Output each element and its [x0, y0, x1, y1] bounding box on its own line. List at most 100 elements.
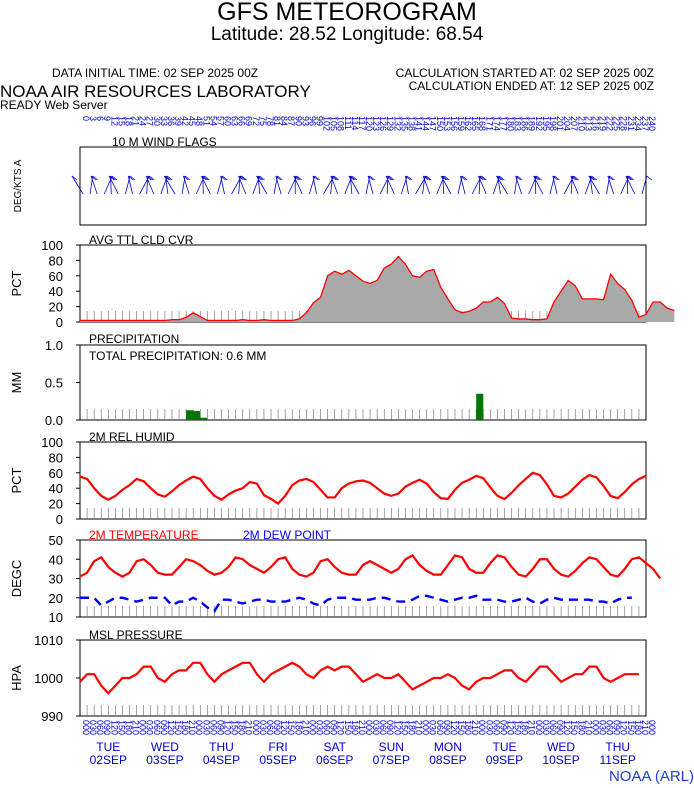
cloud-ytick-label: 20 [49, 300, 63, 315]
precip-bar [193, 411, 201, 420]
x-hour-label-bottom: 060 [491, 720, 501, 735]
wind-barb-flag [350, 175, 356, 181]
pressure-ytick-label: 1000 [34, 671, 63, 686]
wind-barb [422, 175, 431, 195]
day-weekday-label: MON [434, 740, 462, 754]
wind-barb-flag [609, 175, 615, 181]
day-date-label: 06SEP [316, 753, 353, 767]
day-weekday-label: TUE [96, 740, 120, 754]
wind-barb [90, 175, 98, 195]
wind-barb-flag [589, 175, 596, 181]
wind-barb-flag [588, 175, 595, 181]
x-hour-label-top: 222 [605, 116, 615, 131]
wind-barb [275, 175, 282, 195]
wind-barb-flag [256, 175, 262, 181]
x-hour-label-top: 132 [392, 116, 402, 131]
x-hour-label-top: 15 [116, 116, 126, 126]
calculation-ended: CALCULATION ENDED AT: 12 SEP 2025 00Z [408, 79, 654, 93]
dewpoint-legend: 2M DEW POINT [243, 528, 332, 542]
temp-ytick-label: 40 [49, 552, 63, 567]
wind-barb-flag [388, 175, 395, 181]
x-hour-label-top: 210 [576, 116, 586, 131]
wind-barb-flag [239, 175, 246, 181]
x-hour-label-bottom: 030 [371, 720, 381, 735]
x-hour-label-bottom: 030 [484, 720, 494, 735]
wind-barb [460, 175, 466, 195]
wind-barb [625, 175, 636, 195]
x-hour-label-top: 120 [364, 116, 374, 131]
x-hour-label-top: 204 [562, 116, 572, 131]
precip-bar [476, 393, 484, 420]
precip-bar [186, 410, 194, 420]
temp-ytick-label: 20 [49, 591, 63, 606]
wind-barb-flag [367, 175, 374, 181]
day-date-label: 08SEP [429, 753, 466, 767]
wind-barb-flag [405, 175, 411, 181]
cloud-area [80, 256, 675, 322]
wind-barb [404, 175, 409, 195]
day-weekday-label: WED [151, 740, 179, 754]
wind-barb-flag [183, 175, 189, 181]
day-weekday-label: THU [209, 740, 234, 754]
day-date-label: 09SEP [486, 753, 523, 767]
pressure-ytick-label: 990 [41, 709, 63, 724]
x-hour-label-top: 6 [95, 116, 105, 121]
wind-barb-flag [108, 175, 115, 181]
x-hour-label-top: 27 [145, 116, 155, 126]
x-hour-label-bottom: 210 [187, 720, 197, 735]
x-hour-label-bottom: 030 [597, 720, 607, 735]
wind-barb-flag [92, 175, 99, 181]
wind-barb-flag [241, 175, 247, 181]
x-hour-label-top: 225 [612, 116, 622, 131]
x-hour-label-top: 87 [286, 116, 296, 126]
wind-barb-flag [201, 175, 207, 181]
x-hour-label-top: 51 [201, 116, 211, 126]
x-hour-label-top: 81 [272, 116, 282, 126]
x-hour-label-bottom: 120 [223, 720, 233, 735]
x-hour-label-bottom: 150 [456, 720, 466, 735]
x-hour-label-bottom: 210 [527, 720, 537, 735]
wind-barb [127, 175, 133, 195]
wind-barb-flag [591, 175, 598, 181]
wind-barb-flag [481, 175, 487, 181]
dewpoint-line [80, 594, 632, 613]
x-hour-label-bottom: 180 [293, 720, 303, 735]
rh-ytick-label: 0 [56, 512, 63, 527]
temp-ytick-label: 50 [49, 533, 63, 548]
x-hour-label-top: 75 [258, 116, 268, 126]
x-hour-label-top: 54 [208, 116, 218, 126]
x-hour-label-bottom: 060 [208, 720, 218, 735]
x-hour-label-bottom: 180 [520, 720, 530, 735]
precip-ytick-label: 0.0 [45, 413, 63, 428]
x-hour-label-top: 84 [279, 116, 289, 126]
x-hour-label-top: 216 [590, 116, 600, 131]
x-hour-label-top: 174 [491, 116, 501, 131]
wind-barb-flag [646, 175, 653, 181]
wind-barb-flag [499, 175, 505, 181]
x-hour-label-bottom: 180 [406, 720, 416, 735]
x-hour-label-bottom: 180 [237, 720, 247, 735]
x-hour-label-bottom: 120 [449, 720, 459, 735]
rh-line [79, 471, 647, 506]
x-hour-label-bottom: 090 [385, 720, 395, 735]
x-hour-label-top: 30 [152, 116, 162, 126]
x-hour-label-top: 105 [329, 116, 339, 131]
wind-barb [641, 175, 648, 195]
x-hour-label-top: 45 [187, 116, 197, 126]
wind-barb-flag [424, 175, 431, 181]
rh-ytick-label: 40 [49, 481, 63, 496]
wind-barb [145, 175, 155, 195]
x-hour-label-top: 78 [265, 116, 275, 126]
cloud-title: AVG TTL CLD CVR [89, 233, 194, 247]
x-hour-label-bottom: 000 [477, 720, 487, 735]
x-hour-label-top: 108 [336, 116, 346, 131]
day-weekday-label: FRI [268, 740, 287, 754]
wind-barb [348, 175, 360, 195]
x-hour-label-top: 219 [597, 116, 607, 131]
wind-barb-flag [534, 175, 541, 181]
wind-barb-flag [275, 175, 282, 181]
wind-barb-flag [385, 175, 392, 181]
day-date-label: 11SEP [599, 753, 635, 767]
page-title: GFS METEOROGRAM [217, 0, 477, 26]
x-hour-label-top: 39 [173, 116, 183, 126]
